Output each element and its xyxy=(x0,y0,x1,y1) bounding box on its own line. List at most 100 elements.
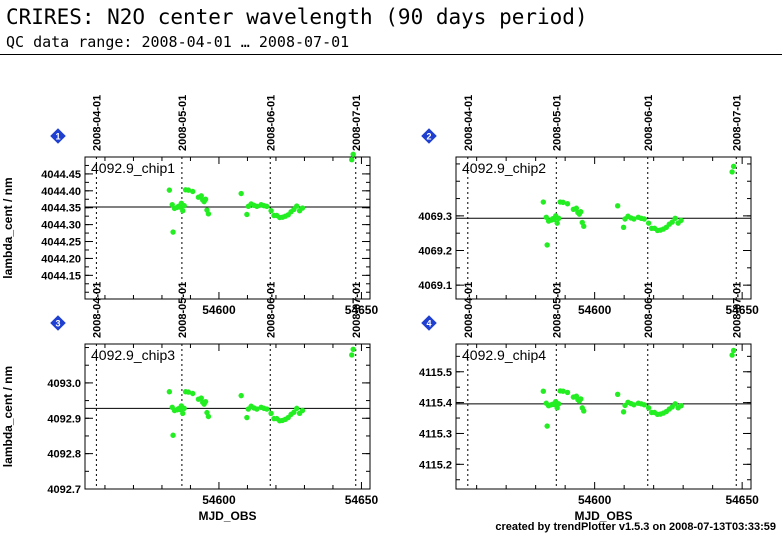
data-point xyxy=(614,203,621,209)
data-point xyxy=(540,388,547,394)
data-point xyxy=(564,389,571,396)
data-point xyxy=(268,410,274,417)
y-axis-label: lambda_cent / nm xyxy=(1,366,15,467)
date-tick-label: 2008-04-01 xyxy=(463,95,475,151)
title-divider xyxy=(0,54,782,55)
data-point xyxy=(669,219,675,225)
data-point xyxy=(544,242,550,248)
y-tick-label: 4093.0 xyxy=(47,378,81,390)
data-point xyxy=(730,347,737,354)
plot-frame xyxy=(455,343,752,490)
y-tick-label: 4115.5 xyxy=(419,367,452,379)
data-point xyxy=(555,401,562,407)
data-point xyxy=(614,391,621,397)
y-tick-label: 4044.20 xyxy=(41,253,81,265)
data-point xyxy=(631,216,637,222)
data-point xyxy=(581,408,587,414)
date-tick-label: 2008-06-01 xyxy=(643,282,655,338)
data-point xyxy=(578,209,584,215)
date-tick-label: 2008-04-01 xyxy=(91,95,103,151)
data-point xyxy=(350,346,356,353)
date-tick-label: 2008-06-01 xyxy=(265,282,277,338)
y-tick-label: 4069.1 xyxy=(418,280,452,292)
data-point xyxy=(581,223,587,229)
panel-4: 54600 54650 4115.2 4115.3 4115.4 4115.5 2008-0… xyxy=(419,282,759,523)
y-tick-label: 4069.2 xyxy=(418,246,452,258)
data-point xyxy=(170,229,176,235)
data-point xyxy=(180,410,186,417)
data-point xyxy=(678,403,684,409)
date-tick-label: 2008-05-01 xyxy=(177,95,189,151)
data-point xyxy=(560,388,566,394)
data-point xyxy=(205,211,212,217)
data-point xyxy=(620,409,627,415)
data-point xyxy=(672,215,678,222)
y-axis-label: lambda_cent / nm xyxy=(1,177,15,278)
panel-number-badge-icon xyxy=(50,128,66,144)
data-point xyxy=(645,405,652,411)
data-point xyxy=(254,406,260,412)
data-point xyxy=(244,211,250,218)
y-tick-label: 4044.40 xyxy=(41,186,81,198)
panel-number: 1 xyxy=(55,132,60,142)
data-point xyxy=(205,413,212,420)
data-point xyxy=(264,203,270,210)
panel-3: 54600 54650 4092.7 4092.8 4092.9 4093.0 2008-0… xyxy=(1,282,378,523)
data-point xyxy=(729,352,735,358)
panel-number: 2 xyxy=(426,132,431,142)
data-point xyxy=(349,352,355,358)
data-point xyxy=(564,201,571,207)
data-point xyxy=(540,199,547,205)
data-point xyxy=(349,157,355,163)
y-tick-label: 4044.35 xyxy=(41,203,81,215)
date-tick-label: 2008-07-01 xyxy=(731,95,743,151)
data-point xyxy=(672,401,678,407)
plot-frame xyxy=(455,156,752,300)
y-tick-label: 4092.8 xyxy=(47,449,81,461)
y-tick-label: 4115.3 xyxy=(419,428,452,440)
data-point xyxy=(645,220,652,226)
date-tick-label: 2008-04-01 xyxy=(91,282,103,338)
data-point xyxy=(631,402,637,408)
panel-label: 4092.9_chip4 xyxy=(462,347,546,363)
page-subtitle: QC data range: 2008-04-01 … 2008-07-01 xyxy=(6,33,350,51)
data-point xyxy=(730,163,737,170)
data-point xyxy=(185,389,192,395)
data-point xyxy=(254,203,260,210)
data-point xyxy=(244,414,250,421)
data-point xyxy=(678,217,684,224)
y-tick-label: 4044.45 xyxy=(41,169,81,181)
data-point xyxy=(181,202,187,209)
date-tick-label: 2008-07-01 xyxy=(351,282,363,338)
data-point xyxy=(641,216,647,222)
data-point xyxy=(198,395,204,401)
x-tick-label: 54600 xyxy=(202,303,236,317)
page-title: CRIRES: N2O center wavelength (90 days p… xyxy=(6,5,588,29)
data-point xyxy=(294,405,300,412)
footer-credit: created by trendPlotter v1.5.3 on 2008-0… xyxy=(495,521,776,533)
data-point xyxy=(299,407,306,414)
data-point xyxy=(166,187,173,193)
data-point xyxy=(268,208,274,214)
data-point xyxy=(555,215,562,222)
y-tick-label: 4092.7 xyxy=(47,484,81,496)
y-tick-label: 4115.4 xyxy=(419,398,453,410)
x-axis-label: MJD_OBS xyxy=(198,509,256,523)
data-point xyxy=(198,193,204,199)
plot-frame xyxy=(84,156,371,300)
panel-label: 4092.9_chip2 xyxy=(462,160,546,176)
panel-2: 54600 54650 4069.1 4069.2 4069.3 2008-04-01 20… xyxy=(418,95,759,317)
data-point xyxy=(202,398,209,405)
data-point xyxy=(190,188,196,195)
data-point xyxy=(166,389,173,395)
data-point xyxy=(299,205,306,211)
panel-number-badge-icon xyxy=(421,128,437,144)
x-tick-label: 54600 xyxy=(578,493,612,507)
data-point xyxy=(294,203,300,209)
data-point xyxy=(185,187,192,193)
data-point xyxy=(620,224,627,231)
date-tick-label: 2008-06-01 xyxy=(265,95,277,151)
date-tick-label: 2008-07-01 xyxy=(731,282,743,338)
panel-number: 3 xyxy=(55,319,60,329)
